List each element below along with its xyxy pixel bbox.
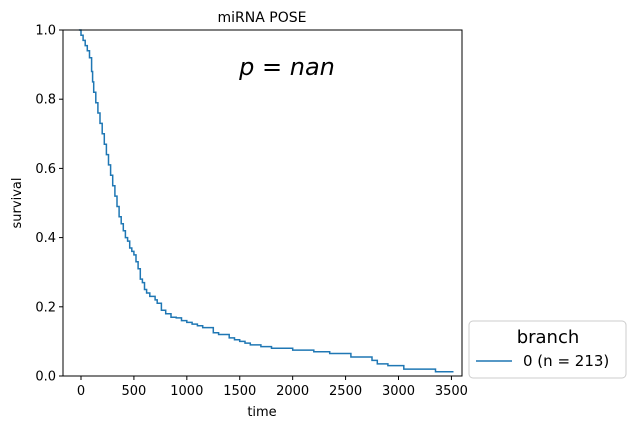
- p-value-text: p = nan: [238, 53, 335, 81]
- y-tick-label: 0.2: [35, 300, 56, 315]
- y-tick-label: 0.4: [35, 231, 56, 246]
- x-tick-label: 1000: [170, 384, 203, 399]
- x-tick-label: 3500: [435, 384, 468, 399]
- x-tick-label: 500: [121, 384, 146, 399]
- legend-title: branch: [517, 327, 580, 348]
- y-tick-label: 0.8: [35, 93, 56, 108]
- plot-area: [78, 29, 454, 373]
- y-axis: 0.0 0.2 0.4 0.6 0.8 1.0: [35, 24, 63, 385]
- y-axis-label: survival: [10, 178, 25, 229]
- axes-frame: [62, 29, 463, 377]
- x-tick-label: 3000: [382, 384, 415, 399]
- y-tick-label: 0.0: [35, 370, 56, 385]
- x-axis: 0 500 1000 1500 2000 2500 3000 3500: [77, 376, 468, 399]
- legend-entry-label: 0 (n = 213): [523, 352, 609, 370]
- x-tick-label: 2000: [276, 384, 309, 399]
- x-tick-label: 0: [77, 384, 85, 399]
- legend-box: [468, 320, 627, 379]
- x-axis-label: time: [247, 405, 276, 420]
- x-tick-label: 2500: [329, 384, 362, 399]
- survival-step-line: [78, 29, 454, 373]
- legend: branch 0 (n = 213): [468, 320, 627, 379]
- p-value-annotation: p = nan: [238, 53, 335, 81]
- chart-title: miRNA POSE: [218, 10, 307, 26]
- x-tick-label: 1500: [223, 384, 256, 399]
- y-tick-label: 1.0: [35, 24, 56, 39]
- y-tick-label: 0.6: [35, 162, 56, 177]
